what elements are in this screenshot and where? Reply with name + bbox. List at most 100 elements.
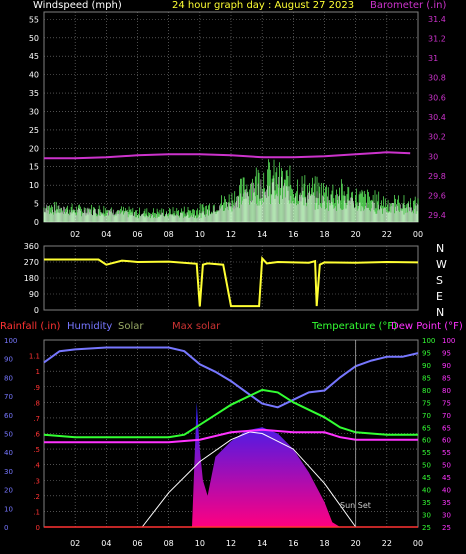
max-solar-legend: Max solar xyxy=(172,321,221,332)
humidity-y-tick: 30 xyxy=(4,468,13,476)
wind-y-tick: 25 xyxy=(29,126,39,135)
weather-x-tick: 12 xyxy=(226,539,236,548)
temp-y-tick: 55 xyxy=(422,449,431,457)
dew-y-tick: 45 xyxy=(442,474,451,482)
temp-y-tick: 90 xyxy=(422,362,431,370)
humidity-y-tick: 70 xyxy=(4,393,13,401)
baro-y-tick: 30.2 xyxy=(428,133,446,142)
dew-y-tick: 100 xyxy=(442,337,455,345)
dew-y-tick: 40 xyxy=(442,487,451,495)
weather-x-tick: 00 xyxy=(413,539,423,548)
wind-x-tick: 16 xyxy=(288,230,298,239)
dew-y-tick: 30 xyxy=(442,512,451,520)
wind-x-tick: 12 xyxy=(226,230,236,239)
rain-y-tick: .4 xyxy=(33,462,40,470)
dir-y-tick: 270 xyxy=(24,258,39,267)
dew-y-tick: 85 xyxy=(442,374,451,382)
temp-y-tick: 75 xyxy=(422,399,431,407)
dir-compass-label: N xyxy=(436,242,444,255)
rain-y-tick: 0 xyxy=(36,524,40,532)
rainfall-legend: Rainfall (.in) xyxy=(0,321,61,332)
wind-x-tick: 22 xyxy=(382,230,392,239)
solar-legend: Solar xyxy=(118,321,144,332)
dew-y-tick: 50 xyxy=(442,462,451,470)
dew-y-tick: 75 xyxy=(442,399,451,407)
baro-y-tick: 30.8 xyxy=(428,74,446,83)
weather-x-tick: 16 xyxy=(288,539,298,548)
humidity-y-tick: 10 xyxy=(4,505,13,513)
temperature-legend: Temperature (°F) xyxy=(312,321,398,332)
temp-y-tick: 85 xyxy=(422,374,431,382)
temp-y-tick: 70 xyxy=(422,412,431,420)
temp-y-tick: 45 xyxy=(422,474,431,482)
weather-x-tick: 08 xyxy=(164,539,174,548)
dew-y-tick: 60 xyxy=(442,437,451,445)
rain-y-tick: .3 xyxy=(33,477,40,485)
wind-x-tick: 18 xyxy=(319,230,329,239)
dew-point-line xyxy=(44,428,418,444)
dir-y-tick: 0 xyxy=(34,306,39,315)
wind-axis-title: Windspeed (mph) xyxy=(33,0,122,11)
max-solar-line xyxy=(141,431,357,528)
rain-y-tick: .8 xyxy=(33,399,40,407)
wind-x-tick: 02 xyxy=(70,230,80,239)
weather-x-tick: 06 xyxy=(132,539,142,548)
temp-y-tick: 40 xyxy=(422,487,431,495)
baro-y-tick: 29.8 xyxy=(428,172,446,181)
wind-y-tick: 0 xyxy=(34,218,39,227)
chart-title: 24 hour graph day : August 27 2023 xyxy=(172,0,355,11)
humidity-y-tick: 60 xyxy=(4,412,13,420)
baro-y-tick: 31.4 xyxy=(428,15,446,24)
baro-y-tick: 29.4 xyxy=(428,211,446,220)
wind-x-tick: 08 xyxy=(164,230,174,239)
dir-y-tick: 90 xyxy=(29,290,39,299)
temp-y-tick: 95 xyxy=(422,349,431,357)
wind-x-tick: 14 xyxy=(257,230,267,239)
dew-y-tick: 70 xyxy=(442,412,451,420)
dew-y-tick: 25 xyxy=(442,524,451,532)
weather-x-tick: 02 xyxy=(70,539,80,548)
dew-y-tick: 65 xyxy=(442,424,451,432)
weather-x-tick: 18 xyxy=(319,539,329,548)
temp-y-tick: 60 xyxy=(422,437,431,445)
wind-y-tick: 20 xyxy=(29,144,39,153)
wind-y-tick: 35 xyxy=(29,89,39,98)
weather-x-tick: 10 xyxy=(195,539,205,548)
wind-y-tick: 15 xyxy=(29,163,39,172)
dew-y-tick: 95 xyxy=(442,349,451,357)
baro-y-tick: 31 xyxy=(428,54,438,63)
temp-y-tick: 30 xyxy=(422,512,431,520)
wind-y-tick: 40 xyxy=(29,71,39,80)
rain-y-tick: 1 xyxy=(36,368,40,376)
baro-y-tick: 30.6 xyxy=(428,93,446,102)
wind-y-tick: 55 xyxy=(29,15,39,24)
rain-y-tick: .5 xyxy=(33,446,40,454)
temp-y-tick: 50 xyxy=(422,462,431,470)
baro-y-tick: 30.4 xyxy=(428,113,446,122)
barometer-line xyxy=(44,151,411,160)
humidity-y-tick: 90 xyxy=(4,356,13,364)
weather-x-tick: 04 xyxy=(101,539,111,548)
temp-y-tick: 100 xyxy=(422,337,435,345)
sunset-label: Sun Set xyxy=(340,501,371,510)
humidity-y-tick: 100 xyxy=(4,337,17,345)
dew-y-tick: 55 xyxy=(442,449,451,457)
rain-y-tick: .7 xyxy=(33,415,40,423)
dir-y-tick: 180 xyxy=(24,274,39,283)
temp-y-tick: 25 xyxy=(422,524,431,532)
wind-x-tick: 20 xyxy=(351,230,361,239)
weather-x-tick: 14 xyxy=(257,539,267,548)
weather-x-tick: 20 xyxy=(351,539,361,548)
humidity-y-tick: 40 xyxy=(4,449,13,457)
humidity-y-tick: 50 xyxy=(4,431,13,439)
temp-y-tick: 35 xyxy=(422,499,431,507)
dir-compass-label: S xyxy=(436,274,443,287)
rain-y-tick: .2 xyxy=(33,493,40,501)
humidity-line xyxy=(43,346,419,409)
rain-y-tick: .1 xyxy=(33,508,40,516)
temp-y-tick: 80 xyxy=(422,387,431,395)
rain-y-tick: 1.1 xyxy=(29,353,40,361)
baro-y-tick: 29.6 xyxy=(428,192,446,201)
solar-area xyxy=(192,402,341,527)
